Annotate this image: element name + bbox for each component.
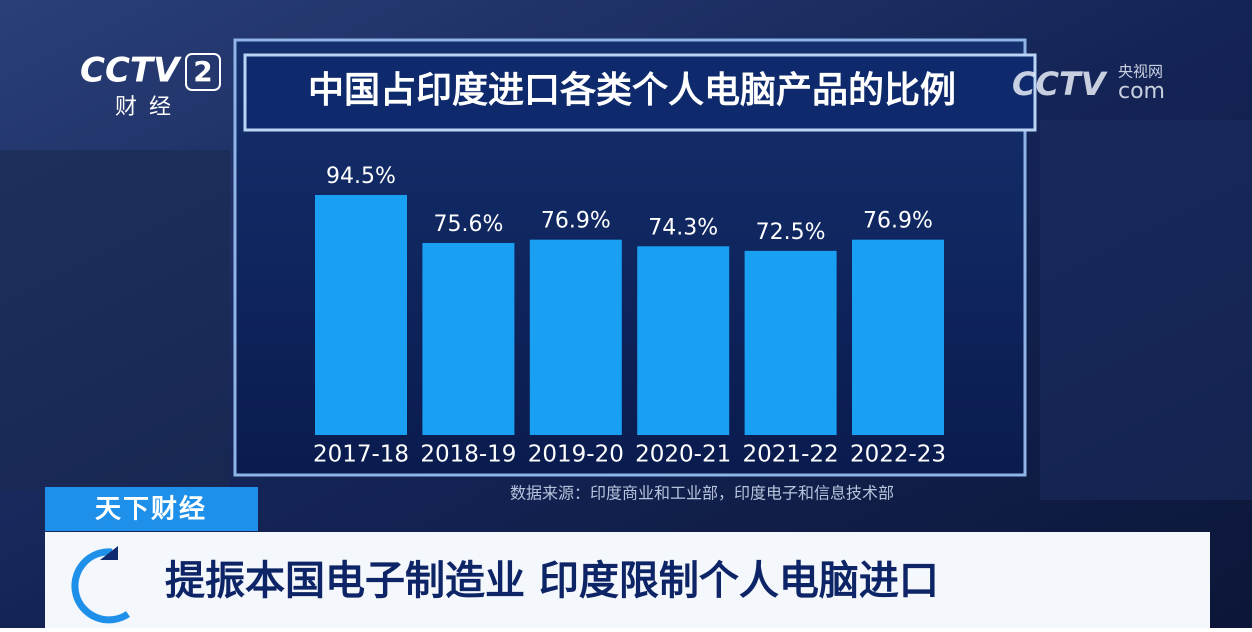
program-name: 天下财经 xyxy=(95,494,207,525)
channel-number: 2 xyxy=(193,55,212,88)
bar xyxy=(744,250,837,435)
bar xyxy=(315,194,407,435)
headline-icon xyxy=(71,548,130,624)
source: 数据来源：印度商业和工业部，印度电子和信息技术部 xyxy=(510,484,894,503)
channel-name: 财经 xyxy=(115,95,183,120)
chart-title: 中国占印度进口各类个人电脑产品的比例 xyxy=(308,70,956,111)
category-label: 2022-23 xyxy=(850,442,946,468)
studio-backdrop xyxy=(0,150,230,490)
value-label: 76.9% xyxy=(863,209,933,234)
headline-icon-arrow xyxy=(100,546,118,560)
category-label: 2018-19 xyxy=(420,442,516,468)
bar xyxy=(529,239,622,435)
value-label: 74.3% xyxy=(648,215,718,240)
value-label: 94.5% xyxy=(326,164,396,189)
bar xyxy=(852,239,944,435)
category-label: 2020-21 xyxy=(635,442,731,468)
bar xyxy=(422,242,515,435)
value-label: 75.6% xyxy=(433,212,503,237)
title-banner xyxy=(243,53,1037,132)
channel-logo: CCTV xyxy=(80,51,182,91)
value-label: 72.5% xyxy=(756,220,826,245)
site-logo-suffix: com xyxy=(1118,79,1165,104)
headline: 提振本国电子制造业 印度限制个人电脑进口 xyxy=(165,558,939,604)
program-box xyxy=(45,487,258,531)
category-label: 2019-20 xyxy=(528,442,624,468)
site-logo: CCTV xyxy=(1012,65,1108,103)
studio-backdrop xyxy=(1040,120,1252,500)
category-label: 2017-18 xyxy=(313,442,409,468)
bars: 94.5% 2017-18 75.6% 2018-19 76.9% 2019-20 74.3… xyxy=(313,164,946,468)
value-label: 76.9% xyxy=(541,209,611,234)
headline-band xyxy=(45,532,1210,628)
bar xyxy=(637,246,730,435)
channel-number-box xyxy=(185,53,221,91)
category-label: 2021-22 xyxy=(743,442,839,468)
site-logo-cn: 央视网 xyxy=(1118,63,1163,81)
